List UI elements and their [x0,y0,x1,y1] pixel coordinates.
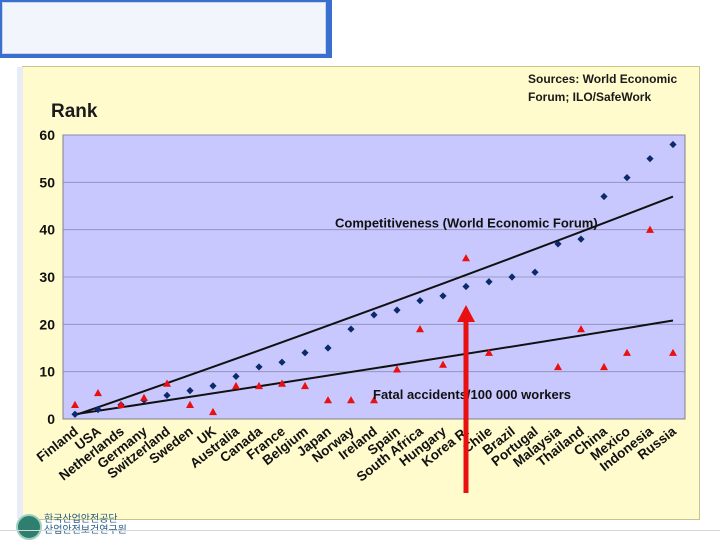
y-tick-label: 40 [39,222,55,238]
y-tick-label: 0 [47,411,55,427]
chart-panel: 0 10 20 30 40 50 60 Rank Sources: World Economic… [17,66,700,520]
title-box [2,2,326,54]
y-tick-label: 10 [39,364,55,380]
competitiveness-point [508,273,516,281]
competitiveness-point [531,268,539,276]
footer-rule [0,530,720,531]
fatal-point [646,225,654,233]
y-tick-label: 60 [39,127,55,143]
competitiveness-point [554,240,562,248]
fatal-point [301,381,309,390]
fatal-point [623,348,631,356]
source-note: Forum; ILO/SafeWork [528,90,651,104]
y-tick-label: 30 [39,269,55,285]
logo-icon [16,514,42,540]
competitiveness-point [209,382,217,390]
competitiveness-point [232,372,240,380]
competitiveness-point [669,140,677,149]
fatal-point [554,362,562,371]
fatal-point [232,381,240,390]
fatal-point [439,360,447,368]
competitiveness-point [347,325,355,333]
fatal-point [370,396,378,404]
fatal-point [485,348,493,356]
competitiveness-point [163,391,171,399]
competitiveness-point [577,235,585,243]
fatal-point [255,381,263,390]
fatal-point [669,348,677,356]
competitiveness-point [186,387,194,395]
fatal-point [94,388,102,397]
competitiveness-point [600,192,608,201]
fatal-point [577,325,585,333]
competitiveness-point [646,155,654,163]
logo-line1: 한국산업안전공단 [44,514,118,525]
competitiveness-point [278,358,286,366]
fatal-point [71,400,79,408]
fatal-point [600,362,608,371]
competitiveness-point [255,363,263,371]
competitiveness-point [71,410,79,418]
fatal-point [324,396,332,404]
competitiveness-point [462,282,470,291]
highlight-arrow-head [457,305,475,322]
trendline [74,319,674,416]
y-tick-label: 20 [39,316,55,332]
fatal-point [416,325,424,333]
series-label-competitiveness: Competitiveness (World Economic Forum) [335,215,598,230]
fatal-point [347,396,355,404]
source-note: Sources: World Economic [528,72,677,86]
competitiveness-point [623,174,631,182]
y-tick-label: 50 [39,174,55,190]
fatal-point [163,379,171,387]
chart-svg: 0 10 20 30 40 50 60 Rank Sources: World Economic… [34,72,686,493]
fatal-point [186,400,194,408]
fatal-point [393,365,401,373]
fatal-point [117,400,125,408]
competitiveness-point [324,344,332,352]
competitiveness-point [301,349,309,357]
competitiveness-point [485,278,493,286]
series-label-fatal: Fatal accidents/100 000 workers [373,387,571,402]
fatal-point [140,393,148,401]
y-axis-label: Rank [51,101,98,122]
fatal-point [278,379,286,387]
logo-text: 한국산업안전공단 산업안전보건연구원 [44,514,127,536]
fatal-point [209,407,217,416]
trendline [74,195,674,417]
fatal-point [462,254,470,262]
competitiveness-point [94,405,102,414]
